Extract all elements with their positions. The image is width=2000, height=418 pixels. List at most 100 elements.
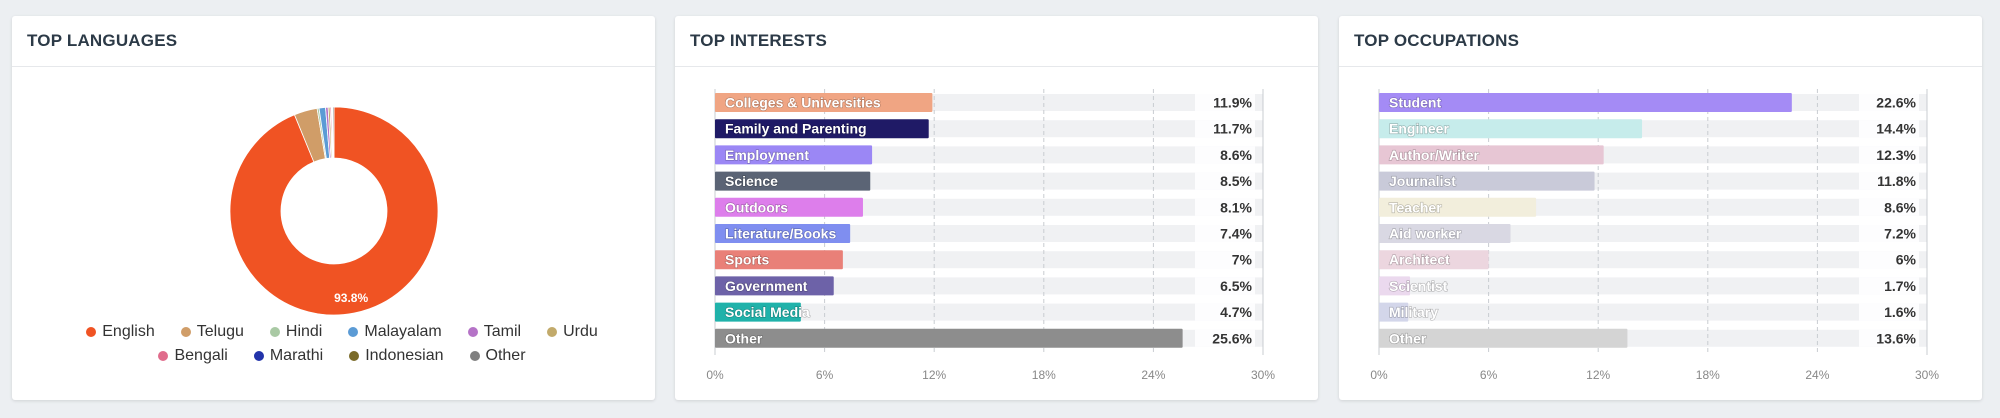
occupations-bar-other[interactable] <box>1379 328 1628 348</box>
legend-dot <box>467 327 478 337</box>
interests-bar-literature-books[interactable] <box>715 224 851 243</box>
occupations-bar-label: Student <box>1389 95 1441 111</box>
legend-item-urdu[interactable]: Urdu <box>547 320 598 344</box>
legend-dot <box>253 351 264 361</box>
interests-value-badge <box>1195 303 1255 321</box>
legend-dot <box>158 351 169 361</box>
legend-item-malayalam[interactable]: Malayalam <box>348 320 442 344</box>
legend-dot <box>269 327 280 337</box>
interests-title: TOP INTERESTS <box>690 31 828 50</box>
occupations-value-badge <box>1859 146 1919 164</box>
occupations-bar-label: Scientist <box>1389 278 1448 294</box>
legend-item-indonesian[interactable]: Indonesian <box>349 344 444 368</box>
interests-value-label: 7.4% <box>1220 226 1252 242</box>
legend-dot <box>547 327 558 337</box>
occupations-bar-architect[interactable] <box>1379 250 1489 270</box>
interests-value-label: 25.6% <box>1212 330 1252 346</box>
legend-item-telugu[interactable]: Telugu <box>180 320 244 344</box>
occupations-bar-label: Teacher <box>1389 199 1442 215</box>
occupations-bar-engineer[interactable] <box>1379 119 1643 139</box>
interests-track <box>715 303 1263 321</box>
legend-label: Malayalam <box>364 323 442 340</box>
interests-x-tick-label: 30% <box>1251 368 1275 382</box>
interests-value-badge <box>1195 120 1255 138</box>
occupations-bar-label: Journalist <box>1389 173 1456 189</box>
interests-bar-colleges-universities[interactable] <box>715 93 933 112</box>
legend-row: Bengali Marathi Indonesian Other <box>42 344 642 368</box>
legend-label: Bengali <box>174 347 228 364</box>
legend-item-tamil[interactable]: Tamil <box>467 320 522 344</box>
occupations-bar-label: Engineer <box>1389 121 1449 137</box>
legend-dot <box>86 327 97 337</box>
occupations-bar-aid-worker[interactable] <box>1379 224 1511 243</box>
interests-track <box>715 225 1263 242</box>
interests-header: TOP INTERESTS <box>675 16 1318 67</box>
occupations-value-badge <box>1859 277 1919 295</box>
languages-card: TOP LANGUAGES 93.8% English Telugu Hindi Ma… <box>12 16 655 400</box>
interests-bar-outdoors[interactable] <box>715 197 863 217</box>
interests-value-badge <box>1195 94 1255 111</box>
legend-dot <box>348 327 359 337</box>
interests-bar-government[interactable] <box>715 276 834 296</box>
legend-label: Telugu <box>196 323 244 340</box>
interests-track <box>715 277 1263 295</box>
occupations-x-tick-label: 6% <box>1480 368 1498 382</box>
interests-bar-science[interactable] <box>715 171 871 191</box>
interests-bar-social-media[interactable] <box>715 302 801 322</box>
interests-bar-sports[interactable] <box>715 250 843 270</box>
donut-slice-english[interactable] <box>229 106 439 316</box>
interests-value-badge <box>1195 329 1255 347</box>
occupations-value-label: 22.6% <box>1876 95 1916 111</box>
occupations-bar-teacher[interactable] <box>1379 197 1537 217</box>
occupations-track <box>1379 225 1927 242</box>
occupations-bar-label: Aid worker <box>1389 226 1462 242</box>
occupations-x-tick-label: 0% <box>1370 368 1388 382</box>
interests-bar-label: Colleges & Universities <box>725 95 881 111</box>
occupations-value-badge <box>1859 198 1919 216</box>
languages-legend: English Telugu Hindi Malayalam Tamil Urdu Beng… <box>42 320 642 368</box>
legend-item-bengali[interactable]: Bengali <box>158 344 228 368</box>
legend-dot <box>180 327 191 337</box>
legend-label: Hindi <box>285 323 323 340</box>
interests-bar-employment[interactable] <box>715 145 873 165</box>
occupations-bar-journalist[interactable] <box>1379 171 1595 191</box>
occupations-value-badge <box>1859 172 1919 190</box>
legend-label: Other <box>485 347 526 364</box>
donut-slice-other[interactable] <box>332 106 335 159</box>
legend-item-hindi[interactable]: Hindi <box>269 320 323 344</box>
legend-item-english[interactable]: English <box>86 320 155 344</box>
interests-bar-label: Government <box>725 278 808 294</box>
interests-value-label: 7% <box>1232 252 1253 268</box>
occupations-value-badge <box>1859 303 1919 321</box>
interests-value-badge <box>1195 172 1255 190</box>
legend-label: Tamil <box>483 323 522 340</box>
occupations-bar-scientist[interactable] <box>1379 276 1411 296</box>
languages-header: TOP LANGUAGES <box>12 16 655 67</box>
occupations-value-badge <box>1859 94 1919 111</box>
occupations-value-label: 14.4% <box>1876 121 1916 137</box>
interests-bar-label: Social Media <box>725 304 810 320</box>
occupations-x-tick-label: 12% <box>1586 368 1610 382</box>
interests-bar-other[interactable] <box>715 328 1183 348</box>
occupations-bar-student[interactable] <box>1379 93 1792 112</box>
interests-value-label: 8.5% <box>1220 173 1252 189</box>
interests-x-tick-label: 12% <box>922 368 946 382</box>
interests-bar-family-and-parenting[interactable] <box>715 119 929 139</box>
legend-label: Marathi <box>269 347 324 364</box>
occupations-bar-author-writer[interactable] <box>1379 145 1604 165</box>
interests-bar-chart: 0% 6% 12% 18% 24% 30% Colleges & Universities 1… <box>706 89 1275 382</box>
legend-item-other[interactable]: Other <box>469 344 526 368</box>
legend-item-marathi[interactable]: Marathi <box>253 344 324 368</box>
occupations-title: TOP OCCUPATIONS <box>1354 31 1520 50</box>
occupations-bar-label: Military <box>1389 304 1438 320</box>
interests-value-badge <box>1195 277 1255 295</box>
interests-bar-label: Family and Parenting <box>725 121 867 137</box>
interests-x-tick-label: 18% <box>1032 368 1056 382</box>
occupations-bar-military[interactable] <box>1379 302 1409 322</box>
interests-card: TOP INTERESTS 0% 6% 12% 18% 24% 30% Colleges &… <box>675 16 1318 400</box>
donut-slice-label: 93.8% <box>334 291 368 305</box>
interests-bar-label: Other <box>725 330 763 346</box>
languages-title: TOP LANGUAGES <box>27 31 178 50</box>
interests-value-badge <box>1195 251 1255 269</box>
interests-bar-label: Literature/Books <box>725 226 836 242</box>
